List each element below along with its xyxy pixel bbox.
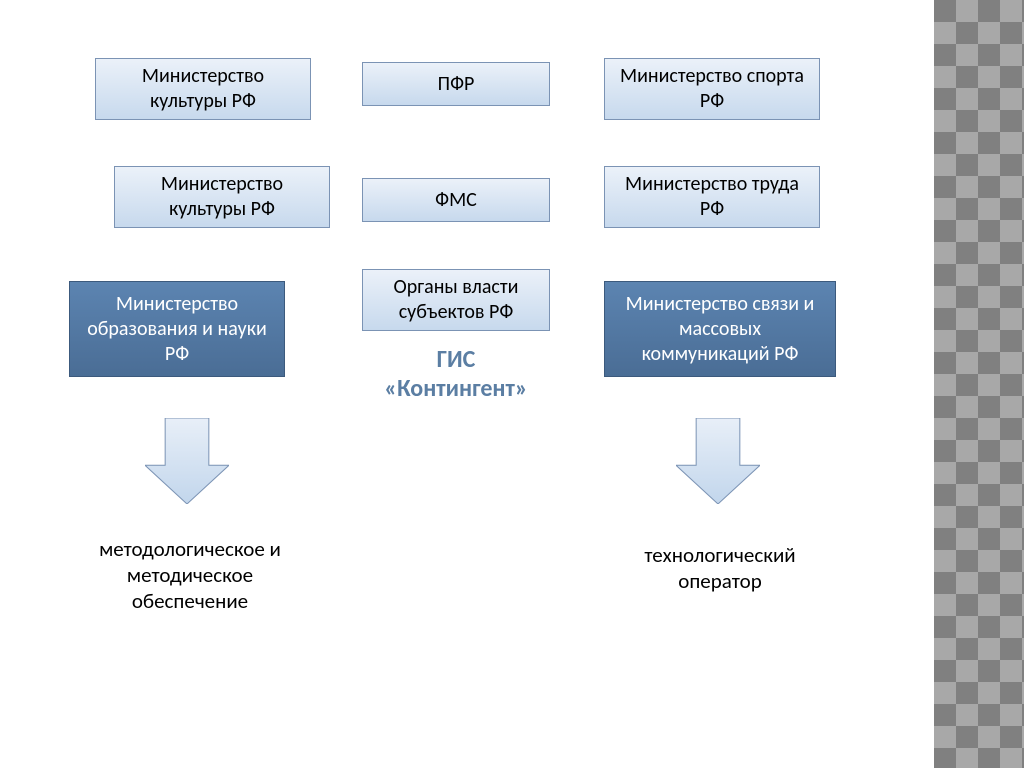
bottom-label-text: технологический оператор xyxy=(644,542,795,594)
bottom-label-left: методологическое и методическое обеспече… xyxy=(70,536,310,614)
center-title: ГИС «Контингент» xyxy=(360,345,552,403)
box-ministry-communications: Министерство связи и массовых коммуникац… xyxy=(604,281,836,377)
box-fms: ФМС xyxy=(362,178,550,222)
decorative-sidebar xyxy=(934,0,1024,768)
box-label: Министерство спорта РФ xyxy=(613,64,811,114)
box-ministry-sport: Министерство спорта РФ xyxy=(604,58,820,120)
box-ministry-labor: Министерство труда РФ xyxy=(604,166,820,228)
box-ministry-culture-2: Министерство культуры РФ xyxy=(114,166,330,228)
bottom-label-right: технологический оператор xyxy=(608,542,832,594)
box-pfr: ПФР xyxy=(362,62,550,106)
box-label: Министерство культуры РФ xyxy=(123,172,321,222)
box-label: Министерство связи и массовых коммуникац… xyxy=(613,292,827,367)
box-label: Министерство образования и науки РФ xyxy=(78,292,276,367)
box-label: Министерство культуры РФ xyxy=(104,64,302,114)
diagram-content: Министерство культуры РФ ПФР Министерств… xyxy=(0,0,934,768)
box-label: Органы власти субъектов РФ xyxy=(371,275,541,325)
title-line2: «Контингент» xyxy=(360,374,552,403)
box-label: Министерство труда РФ xyxy=(613,172,811,222)
box-regional-authorities: Органы власти субъектов РФ xyxy=(362,269,550,331)
box-ministry-culture-1: Министерство культуры РФ xyxy=(95,58,311,120)
box-label: ФМС xyxy=(435,188,477,213)
title-line1: ГИС xyxy=(360,345,552,374)
box-label: ПФР xyxy=(438,72,475,97)
down-arrow-left xyxy=(145,418,229,504)
bottom-label-text: методологическое и методическое обеспече… xyxy=(99,536,281,614)
down-arrow-right xyxy=(676,418,760,504)
box-ministry-education: Министерство образования и науки РФ xyxy=(69,281,285,377)
